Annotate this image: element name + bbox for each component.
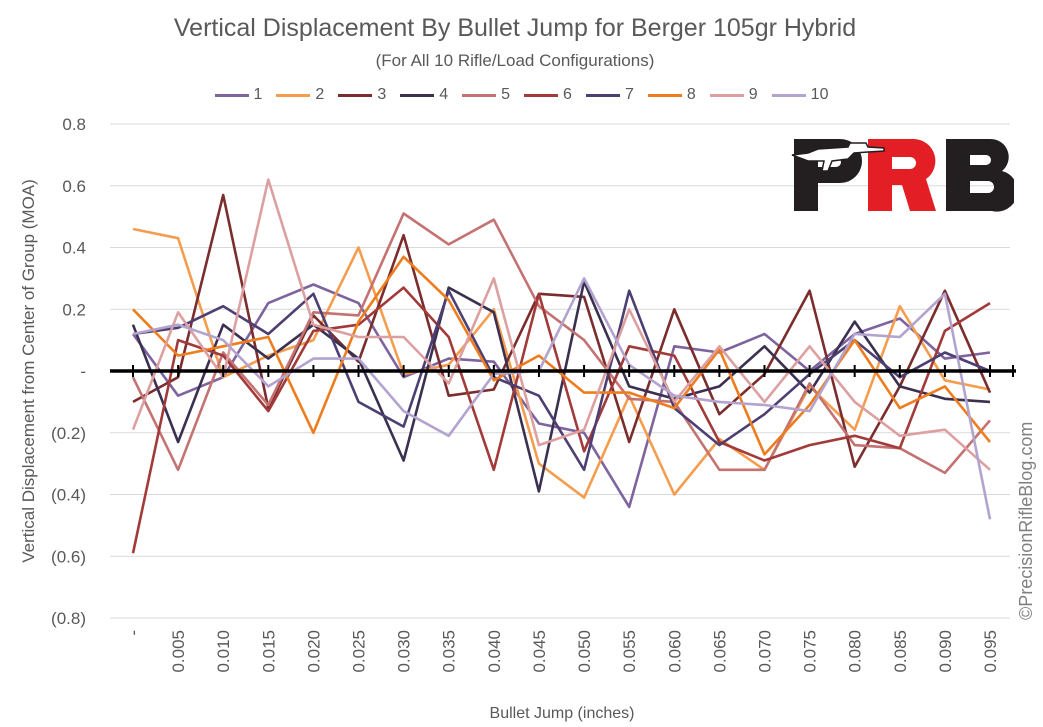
legend: 1 2 3 4 5 6 7 8 9 10 bbox=[0, 86, 1043, 104]
legend-label: 3 bbox=[377, 86, 387, 103]
y-tick-label: 0.2 bbox=[62, 300, 86, 319]
x-tick-label: 0.095 bbox=[981, 630, 1000, 673]
x-tick-label: 0.045 bbox=[530, 630, 549, 673]
y-tick-label: 0.8 bbox=[62, 115, 86, 134]
legend-swatch bbox=[524, 93, 559, 97]
copyright-text: ©PrecisionRifleBlog.com bbox=[1016, 421, 1036, 620]
legend-item-9: 9 bbox=[709, 86, 758, 104]
legend-swatch bbox=[462, 93, 497, 97]
x-tick-label: - bbox=[124, 630, 143, 636]
legend-item-2: 2 bbox=[276, 86, 324, 104]
legend-label: 2 bbox=[315, 86, 325, 103]
x-tick-label: 0.010 bbox=[214, 630, 233, 673]
y-axis-labels: 0.8 0.6 0.4 0.2 - (0.2) (0.4) (0.6) (0.8) bbox=[51, 115, 86, 628]
x-tick-label: 0.075 bbox=[801, 630, 820, 673]
x-tick-label: 0.055 bbox=[620, 630, 639, 673]
x-tick-label: 0.020 bbox=[304, 630, 323, 673]
y-tick-label: (0.8) bbox=[51, 609, 86, 628]
x-tick-label: 0.035 bbox=[440, 630, 459, 673]
legend-label: 10 bbox=[810, 86, 829, 103]
legend-label: 4 bbox=[439, 86, 449, 103]
legend-item-10: 10 bbox=[771, 86, 829, 104]
legend-item-8: 8 bbox=[647, 86, 696, 104]
legend-item-1: 1 bbox=[214, 86, 263, 104]
x-tick-label: 0.090 bbox=[936, 630, 955, 673]
y-tick-label: 0.4 bbox=[62, 239, 86, 258]
x-tick-label: 0.085 bbox=[891, 630, 910, 673]
x-tick-label: 0.060 bbox=[665, 630, 684, 673]
legend-label: 8 bbox=[686, 86, 696, 103]
x-tick-label: 0.070 bbox=[755, 630, 774, 673]
x-tick-label: 0.030 bbox=[395, 630, 414, 673]
legend-swatch bbox=[647, 93, 682, 97]
y-tick-label: 0.6 bbox=[62, 177, 86, 196]
legend-label: 9 bbox=[748, 86, 758, 103]
gridlines bbox=[110, 123, 1010, 619]
series-line-1 bbox=[131, 283, 991, 509]
legend-swatch bbox=[338, 93, 373, 97]
series-line-8 bbox=[132, 255, 992, 456]
legend-label: 5 bbox=[501, 86, 511, 103]
logo-text: PRB bbox=[901, 212, 903, 214]
prb-logo: PRB bbox=[791, 138, 1014, 214]
legend-item-7: 7 bbox=[585, 86, 634, 104]
x-tick-label: 0.040 bbox=[485, 630, 504, 673]
x-tick-label: 0.005 bbox=[169, 630, 188, 673]
zero-axis bbox=[110, 365, 1016, 377]
x-axis-title: Bullet Jump (inches) bbox=[490, 705, 635, 722]
legend-label: 6 bbox=[563, 86, 572, 103]
legend-swatch bbox=[585, 93, 620, 97]
legend-item-6: 6 bbox=[524, 86, 572, 104]
legend-label: 1 bbox=[253, 86, 263, 103]
y-axis-title: Vertical Displacement from Center of Gro… bbox=[19, 179, 38, 563]
legend-item-4: 4 bbox=[400, 86, 448, 104]
legend-swatch bbox=[709, 93, 744, 97]
legend-item-5: 5 bbox=[462, 86, 510, 104]
y-tick-label: (0.2) bbox=[51, 424, 86, 443]
x-tick-label: 0.025 bbox=[350, 630, 369, 673]
x-tick-label: 0.050 bbox=[575, 630, 594, 673]
x-tick-label: 0.015 bbox=[259, 630, 278, 673]
x-tick-label: 0.065 bbox=[710, 630, 729, 673]
legend-swatch bbox=[276, 93, 311, 97]
x-axis-labels: - 0.005 0.010 0.015 0.020 0.025 0.030 0.035 0.04… bbox=[124, 630, 1000, 673]
legend-swatch bbox=[214, 93, 249, 97]
legend-swatch bbox=[400, 93, 435, 97]
series-line-10 bbox=[132, 277, 992, 520]
legend-item-3: 3 bbox=[338, 86, 386, 104]
y-tick-label: (0.4) bbox=[51, 486, 86, 505]
chart-title: Vertical Displacement By Bullet Jump for… bbox=[173, 14, 857, 42]
x-tick-label: 0.080 bbox=[846, 630, 865, 673]
y-tick-label: (0.6) bbox=[51, 547, 86, 566]
legend-label: 7 bbox=[624, 86, 634, 103]
series-lines bbox=[131, 178, 992, 554]
series-line-9 bbox=[131, 178, 991, 471]
legend-swatch bbox=[771, 93, 806, 97]
y-tick-label: - bbox=[80, 362, 86, 381]
chart-subtitle: (For All 10 Rifle/Load Configurations) bbox=[375, 51, 655, 70]
